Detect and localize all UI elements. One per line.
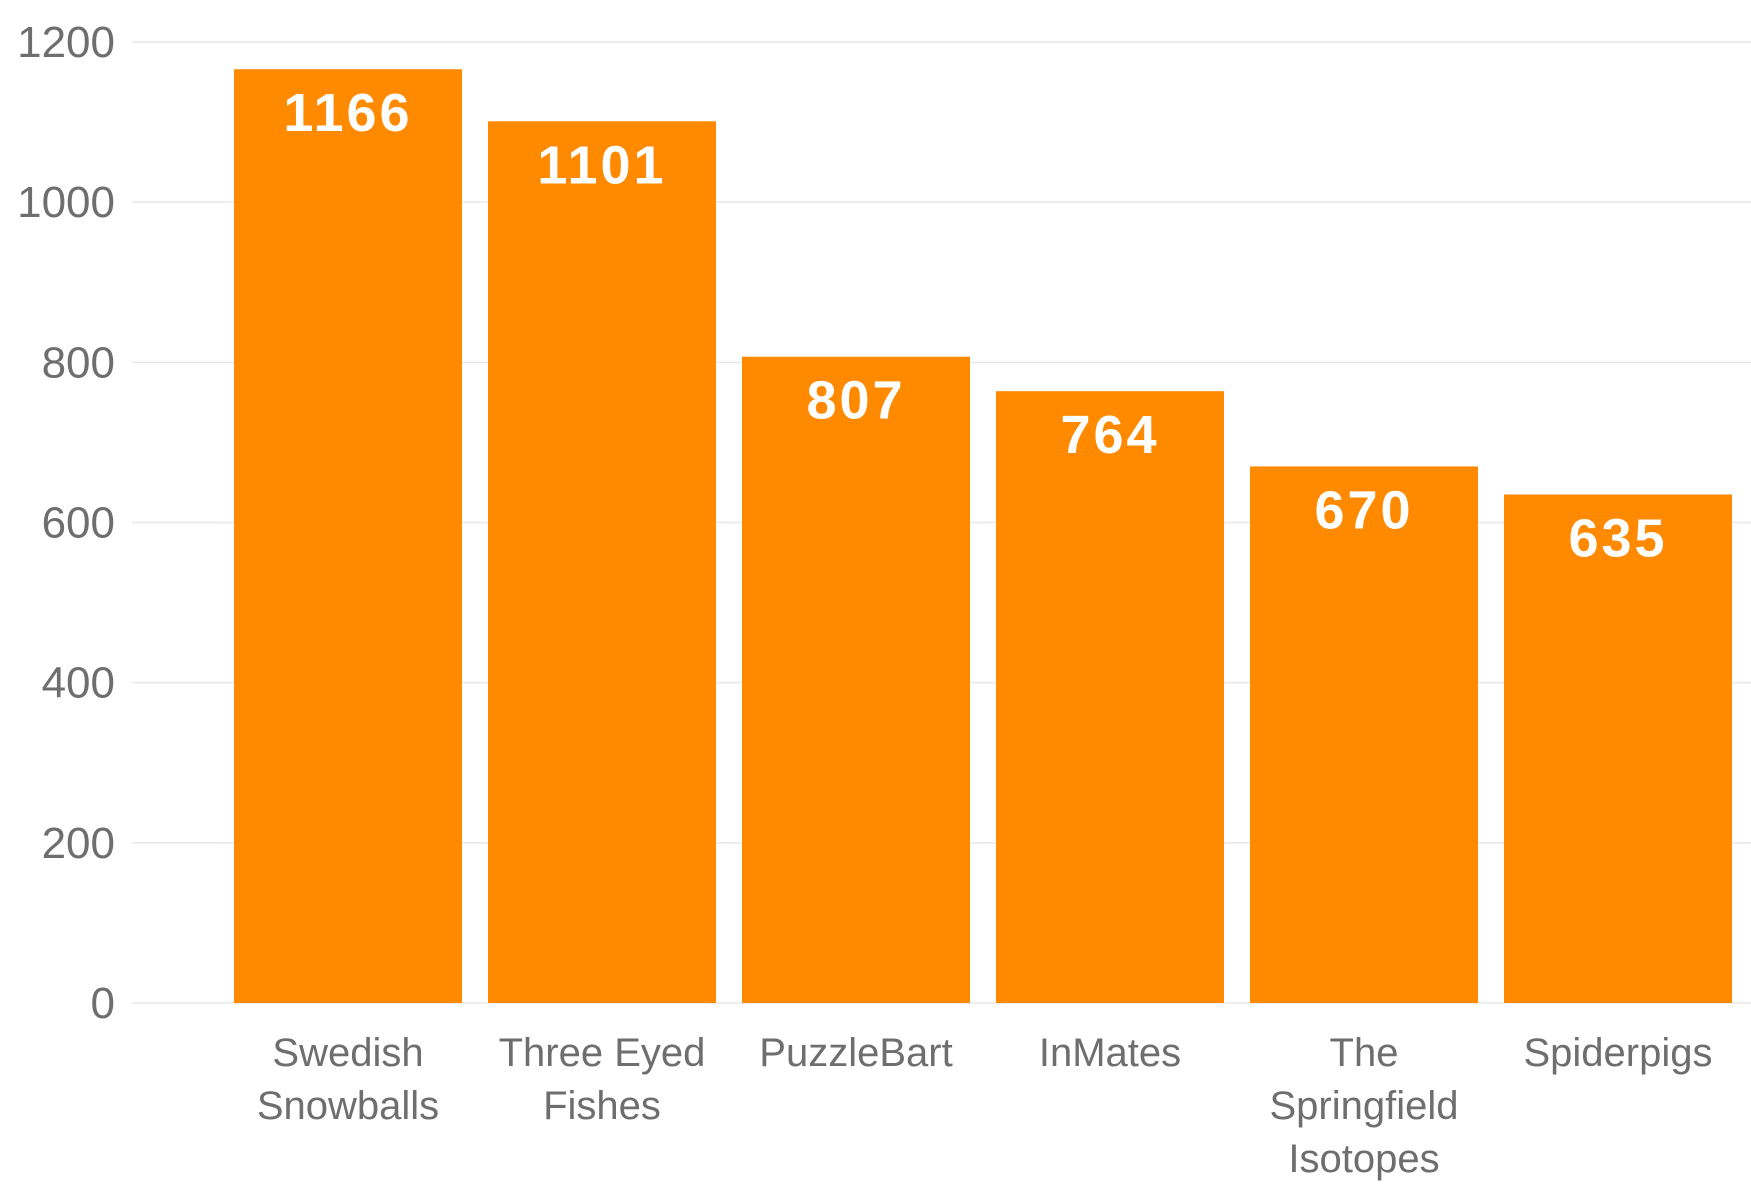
bar	[488, 121, 716, 1004]
data-label: 1166	[283, 83, 412, 143]
bar	[1504, 494, 1732, 1003]
y-tick-label: 1000	[17, 178, 115, 227]
x-tick-label: The Springfield Isotopes	[1269, 1031, 1458, 1181]
bar	[996, 391, 1224, 1003]
x-tick-label-line: Three Eyed	[499, 1031, 706, 1075]
x-tick-label-line: Fishes	[543, 1084, 661, 1128]
bar	[234, 69, 462, 1003]
y-tick-label: 400	[42, 659, 115, 708]
data-label: 764	[1060, 405, 1159, 465]
x-tick-label-line: Isotopes	[1288, 1137, 1439, 1181]
y-tick-label: 600	[42, 499, 115, 548]
bar	[1250, 466, 1478, 1004]
data-label: 1101	[537, 135, 666, 195]
data-label: 807	[806, 371, 905, 431]
y-tick-label: 0	[91, 979, 115, 1028]
y-tick-label: 1200	[17, 18, 115, 67]
x-tick-label-line: Spiderpigs	[1523, 1031, 1712, 1075]
x-axis-labels: Swedish Snowballs Three Eyed Fishes PuzzleBa…	[257, 1031, 1713, 1181]
x-tick-label: Swedish Snowballs	[257, 1031, 439, 1128]
x-tick-label: PuzzleBart	[759, 1031, 952, 1075]
y-tick-label: 800	[42, 338, 115, 387]
x-tick-label-line: Springfield	[1269, 1084, 1458, 1128]
x-tick-label-line: Swedish	[272, 1031, 423, 1075]
bar	[742, 356, 970, 1003]
x-tick-label-line: InMates	[1039, 1031, 1181, 1075]
x-tick-label-line: Snowballs	[257, 1084, 439, 1128]
data-labels: 1166 1101 807 764 670 635	[283, 83, 1667, 568]
data-label: 670	[1314, 480, 1413, 540]
x-tick-label: InMates	[1039, 1031, 1181, 1075]
x-tick-label: Three Eyed Fishes	[499, 1031, 706, 1128]
bars	[234, 69, 1732, 1004]
data-label: 635	[1568, 508, 1667, 568]
y-tick-label: 200	[42, 819, 115, 868]
y-axis-ticks: 0 200 400 600 800 1000 1200	[17, 18, 115, 1028]
x-tick-label-line: The	[1330, 1031, 1399, 1075]
x-tick-label: Spiderpigs	[1523, 1031, 1712, 1075]
x-tick-label-line: PuzzleBart	[759, 1031, 952, 1075]
